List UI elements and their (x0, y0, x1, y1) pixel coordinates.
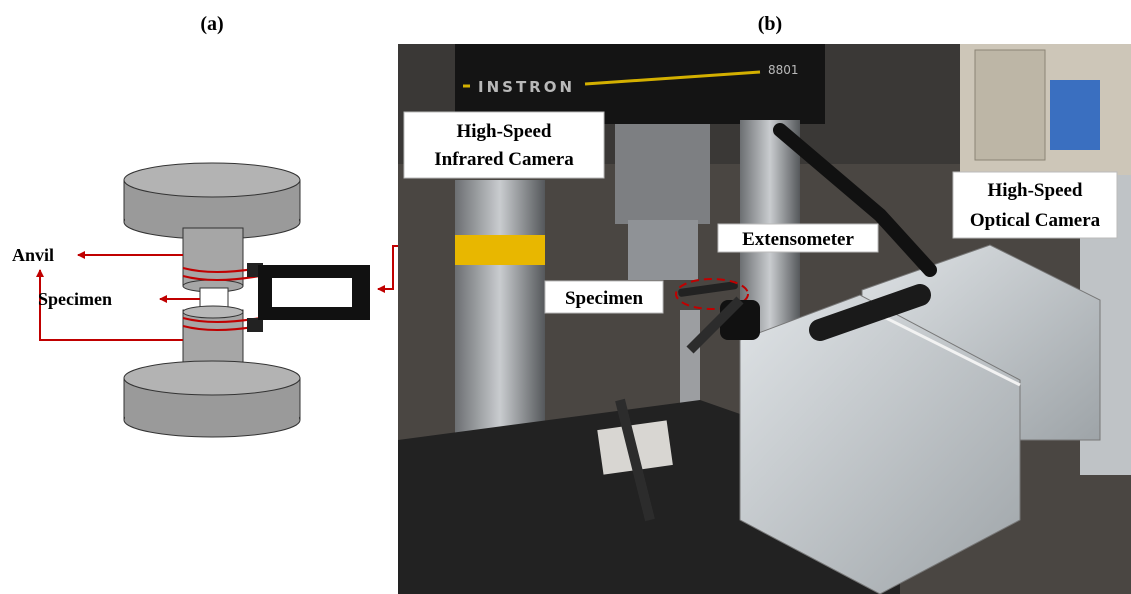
callout: Specimen (565, 288, 644, 309)
callout: High-Speed (987, 180, 1082, 201)
panel-label: (b) (758, 13, 782, 35)
figure: (a) (b) Anvil Specimen (0, 0, 1131, 594)
callout: Extensometer (742, 229, 854, 250)
panel-label: (a) (200, 13, 223, 35)
callout: Optical Camera (970, 210, 1101, 231)
schematic (124, 163, 300, 437)
callout: Infrared Camera (434, 149, 574, 170)
brand: INSTRON (478, 78, 575, 96)
model: 8801 (768, 63, 799, 77)
annotation: Specimen (38, 289, 112, 309)
annotation: Anvil (12, 245, 54, 265)
callout: High-Speed (456, 121, 551, 142)
